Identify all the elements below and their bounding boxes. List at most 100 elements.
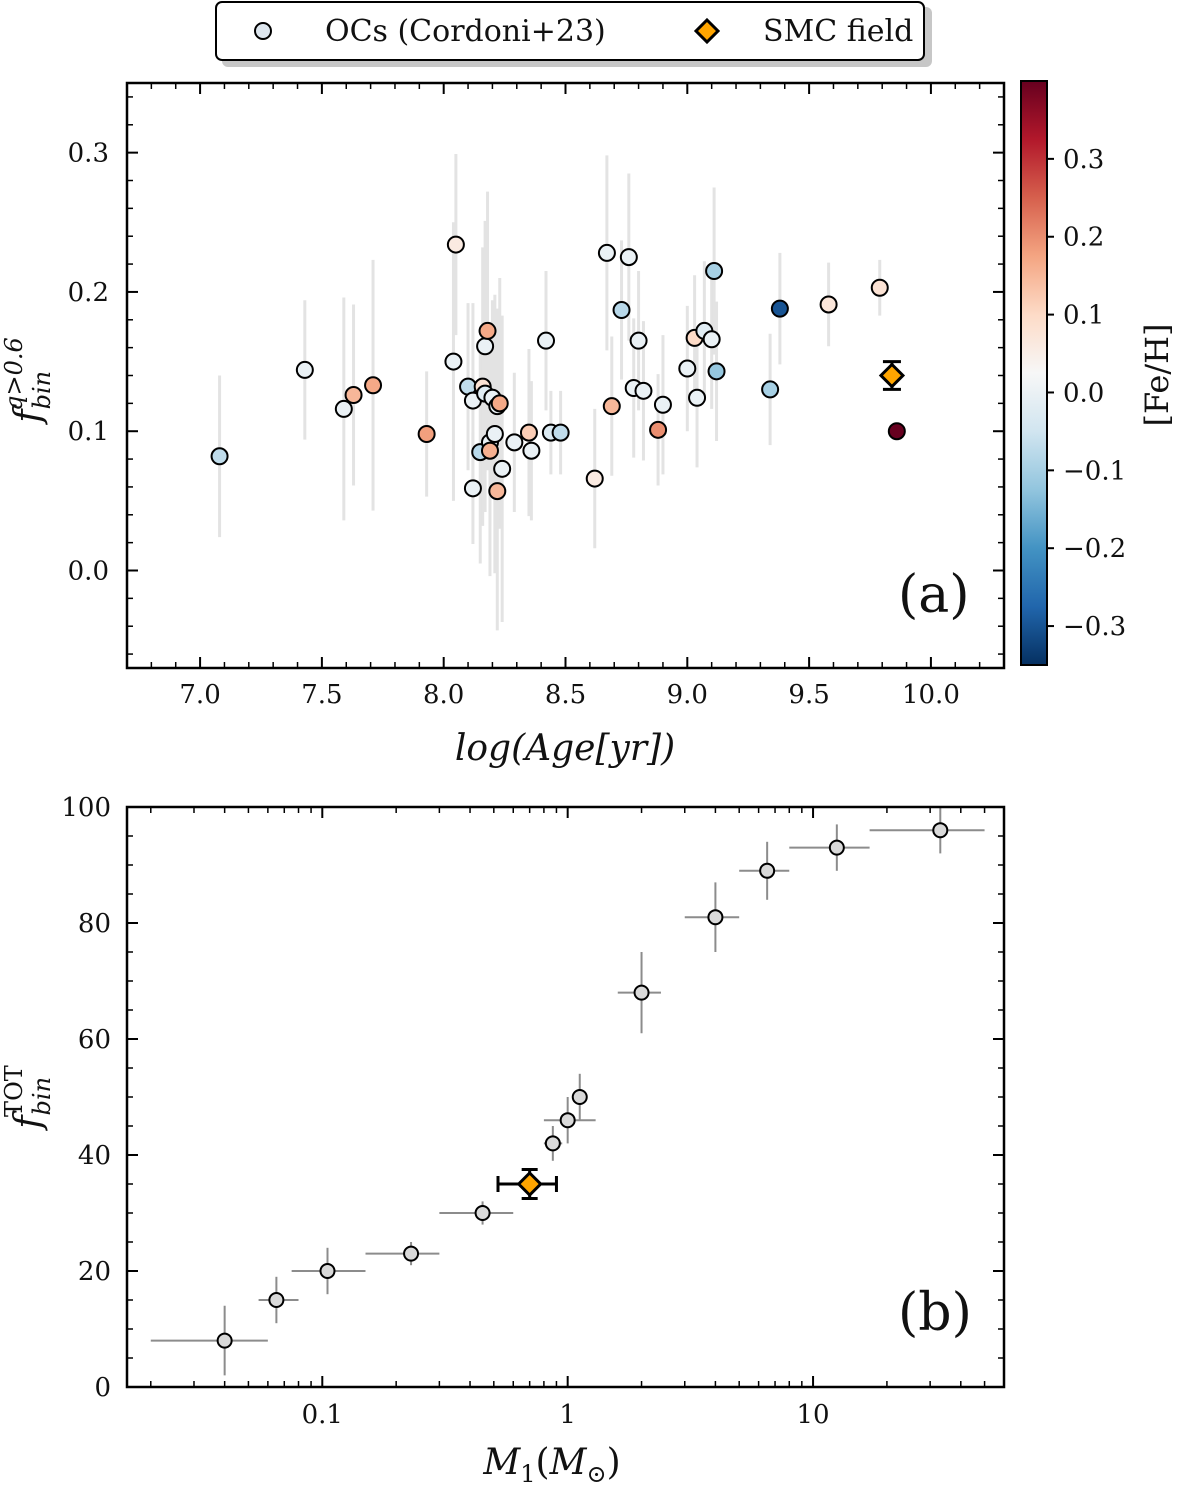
x-tick-label: 0.1	[302, 1400, 343, 1430]
mass-point-2	[319, 1263, 336, 1279]
legend-oc-marker	[254, 22, 272, 40]
x-tick-label: 9.0	[667, 680, 708, 710]
panel-a-points	[210, 235, 906, 501]
oc-point-5	[417, 425, 436, 443]
panel-b-x-ticks: 0.1 1 10	[150, 807, 1005, 1430]
oc-point-30	[585, 469, 604, 488]
mass-point-10	[759, 862, 776, 879]
y-tick-label: 0	[94, 1373, 111, 1403]
y-tick-label: 100	[61, 793, 111, 823]
smc-mass-point	[516, 1170, 543, 1198]
oc-point-39	[653, 395, 672, 414]
mass-point-3	[403, 1245, 420, 1262]
colorbar-tick-label: −0.3	[1063, 612, 1126, 642]
colorbar-title: [Fe/H]	[1138, 323, 1176, 426]
mass-point-1	[268, 1292, 285, 1308]
panel-b-y-axis-sup: TOT	[0, 1065, 28, 1117]
panel-b-x-axis-paren-sub: ⊙	[586, 1460, 606, 1488]
mass-point-7	[571, 1089, 588, 1105]
x-tick-label: 10	[797, 1400, 830, 1430]
panel-b-x-axis-title: M1(M⊙)	[482, 1442, 620, 1488]
y-tick-label: 60	[78, 1025, 111, 1055]
legend: OCs (Cordoni+23) SMC field	[215, 1, 932, 67]
mass-point-4	[474, 1205, 491, 1221]
colorbar-tick-label: −0.1	[1063, 456, 1126, 486]
mass-point-6	[559, 1112, 576, 1129]
oc-point-50	[870, 278, 889, 297]
legend-box	[215, 1, 925, 61]
panel-b-label: (b)	[898, 1283, 972, 1343]
panel-b-x-axis-sub: 1	[520, 1460, 535, 1488]
colorbar-tick-label: 0.0	[1063, 378, 1104, 408]
oc-point-42	[688, 388, 707, 407]
legend-smc-label: SMC field	[763, 14, 913, 49]
mass-point-8	[633, 984, 650, 1001]
mass-point-12	[932, 822, 949, 839]
oc-point-31	[597, 243, 616, 262]
oc-point-33	[612, 301, 631, 320]
oc-point-22	[490, 394, 509, 413]
panel-b-y-axis-title: fbinTOT	[0, 1065, 56, 1132]
oc-point-36	[629, 331, 648, 350]
panel-a-frame	[125, 81, 1006, 670]
oc-point-32	[602, 397, 621, 416]
panel-a: 7.0 7.5 8.0 8.5 9.0 9.5 10.0 0.00.10.20.3 (a) …	[0, 80, 1176, 769]
oc-point-23	[493, 459, 512, 478]
oc-point-19	[485, 425, 504, 443]
oc-point-13	[476, 337, 495, 356]
y-tick-label: 0.3	[68, 139, 109, 169]
panel-a-x-ticks: 7.0 7.5 8.0 8.5 9.0 9.5 10.0	[150, 83, 981, 710]
oc-point-4	[364, 376, 383, 395]
x-tick-label: 10.0	[902, 680, 960, 710]
legend-oc-label: OCs (Cordoni+23)	[325, 14, 606, 49]
mass-point-0	[216, 1332, 233, 1349]
y-tick-label: 40	[78, 1141, 111, 1171]
panel-b-errorbars	[150, 807, 985, 1376]
oc-point-34	[619, 248, 638, 267]
panel-a-label: (a)	[898, 565, 970, 625]
panel-b-points	[216, 822, 949, 1349]
panel-b: 0.1 1 10 0 20 40 60 80 100 (b) M1(M⊙) fbinTOT	[0, 793, 1006, 1488]
x-tick-label: 8.5	[545, 680, 586, 710]
oc-point-15	[478, 321, 497, 340]
oc-point-45	[705, 262, 724, 281]
oc-point-7	[446, 235, 465, 254]
smc-point	[878, 362, 906, 389]
oc-point-51	[887, 422, 906, 441]
oc-point-26	[522, 441, 541, 460]
y-tick-label: 0.1	[68, 417, 109, 447]
colorbar-ticks: −0.3 −0.2 −0.1 0.0 0.1 0.2 0.3	[1047, 145, 1126, 642]
panel-b-x-axis-base: M	[482, 1442, 521, 1483]
oc-point-0	[210, 447, 229, 466]
oc-point-17	[480, 441, 499, 460]
mass-point-9	[707, 909, 724, 926]
oc-point-21	[488, 482, 507, 501]
oc-point-29	[551, 423, 570, 442]
colorbar-tick-label: −0.2	[1063, 534, 1126, 564]
oc-point-3	[344, 386, 363, 404]
x-tick-label: 1	[559, 1400, 576, 1430]
legend-smc-marker	[693, 17, 721, 45]
oc-point-46	[707, 362, 726, 381]
mass-point-5	[544, 1135, 561, 1152]
y-tick-label: 20	[78, 1257, 111, 1287]
panel-a-y-ticks: 0.0 0.1 0.2 0.3	[68, 96, 1004, 655]
mass-point-11	[828, 839, 845, 856]
oc-point-48	[770, 299, 789, 318]
panel-a-y-axis-sup: q>0.6	[0, 337, 28, 411]
x-tick-label: 7.0	[179, 680, 220, 710]
panel-b-smc-field	[496, 1168, 558, 1200]
panel-b-y-ticks: 0 20 40 60 80 100	[61, 793, 1004, 1403]
x-tick-label: 7.5	[301, 680, 342, 710]
oc-point-10	[463, 479, 482, 498]
oc-point-2	[334, 399, 353, 418]
panel-a-errorbars	[218, 154, 882, 631]
oc-point-27	[537, 331, 556, 350]
panel-b-frame	[125, 805, 1006, 1389]
x-tick-label: 9.5	[788, 680, 829, 710]
oc-point-6	[444, 352, 463, 371]
colorbar-tick-label: 0.1	[1063, 301, 1104, 331]
oc-point-44	[702, 330, 721, 349]
oc-point-38	[649, 420, 668, 439]
